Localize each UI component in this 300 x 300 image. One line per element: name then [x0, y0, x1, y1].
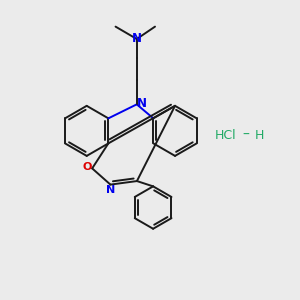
Text: O: O [82, 162, 92, 172]
Text: N: N [132, 32, 142, 46]
Text: N: N [106, 185, 115, 195]
Text: H: H [254, 129, 264, 142]
Text: –: – [242, 128, 249, 142]
Text: HCl: HCl [214, 129, 236, 142]
Text: N: N [137, 97, 147, 110]
